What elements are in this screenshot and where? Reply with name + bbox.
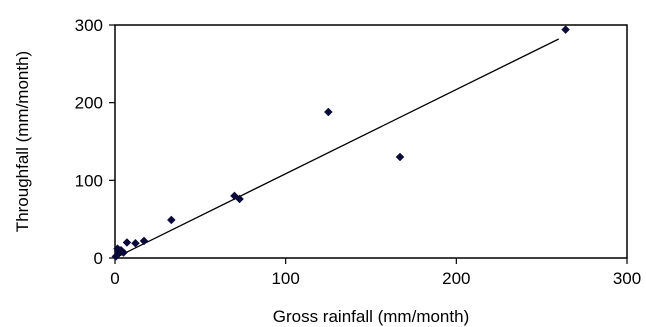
data-point: [166, 215, 176, 225]
x-axis-title: Gross rainfall (mm/month): [273, 307, 469, 326]
trendline-group: [114, 38, 560, 259]
data-point: [395, 152, 405, 162]
y-tick-label: 100: [75, 171, 103, 190]
plot-area: [114, 24, 628, 259]
x-tick-label: 0: [110, 269, 119, 288]
data-points: [111, 25, 570, 261]
data-point: [561, 25, 570, 35]
x-tick-label: 100: [271, 269, 299, 288]
y-tick-label: 300: [75, 16, 103, 35]
data-point: [235, 194, 244, 204]
data-point: [122, 238, 132, 247]
data-point: [119, 248, 128, 257]
y-axis-title: Throughfall (mm/month): [13, 51, 32, 232]
trendline: [114, 38, 560, 259]
x-axis: 0 100 200 300: [110, 258, 641, 288]
data-point: [139, 236, 149, 246]
x-tick-label: 300: [613, 269, 641, 288]
y-tick-label: 0: [94, 249, 103, 268]
data-point: [131, 238, 140, 248]
y-tick-label: 200: [75, 94, 103, 113]
y-axis: 0 100 200 300: [75, 16, 115, 268]
data-point: [323, 107, 333, 117]
plot-frame: [114, 24, 628, 259]
x-tick-label: 200: [442, 269, 470, 288]
